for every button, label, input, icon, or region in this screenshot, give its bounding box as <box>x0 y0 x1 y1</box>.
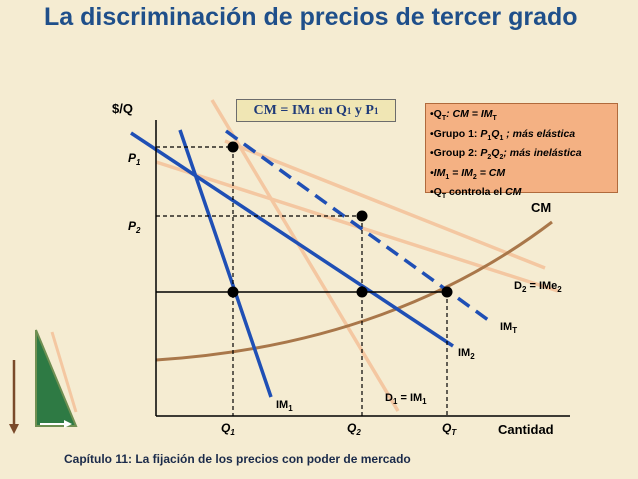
legend-line-5: •QT controla el CM <box>430 186 522 201</box>
qt-label: QT <box>442 421 457 437</box>
y-axis-label: $/Q <box>112 101 133 116</box>
im2-curve-label: IM2 <box>458 347 475 361</box>
legend-line-2: •Grupo 1: P1Q1 ; más elástica <box>430 127 576 142</box>
point-p2 <box>356 210 368 222</box>
point-p1 <box>227 141 239 153</box>
marginal-revenue-im2 <box>130 131 454 348</box>
point-qt-cm <box>441 286 453 298</box>
decorative-triangle-logo <box>9 329 78 434</box>
im1-curve-label: IM1 <box>276 399 293 413</box>
demand-curve-d1 <box>210 99 400 412</box>
p1-label: P1 <box>128 151 141 167</box>
d2-curve-label: D2 = IMe2 <box>514 280 562 294</box>
summary-legend-box: •QT: CM = IMT •Grupo 1: P1Q1 ; más elást… <box>425 103 618 200</box>
cm-curve-label: CM <box>531 200 551 215</box>
slide-title: La discriminación de precios de tercer g… <box>44 3 578 31</box>
q1-label: Q1 <box>221 421 235 437</box>
aggregate-demand-curve <box>224 139 546 270</box>
marginal-cost-curve <box>155 220 553 362</box>
legend-line-3: •Group 2: P2Q2; más inelástica <box>430 147 582 162</box>
q2-label: Q2 <box>347 421 361 437</box>
imt-curve-label: IMT <box>500 321 517 335</box>
p2-label: P2 <box>128 219 141 235</box>
x-axis-label: Cantidad <box>498 422 554 437</box>
footer-caption: Capítulo 11: La fijación de los precios … <box>64 452 411 466</box>
point-q2-cm <box>356 286 368 298</box>
legend-line-1: •QT: CM = IMT <box>430 108 497 123</box>
d1-curve-label: D1 = IM1 <box>385 392 427 406</box>
legend-line-4: •IM1 = IM2 = CM <box>430 166 506 181</box>
point-q1-cm <box>227 286 239 298</box>
